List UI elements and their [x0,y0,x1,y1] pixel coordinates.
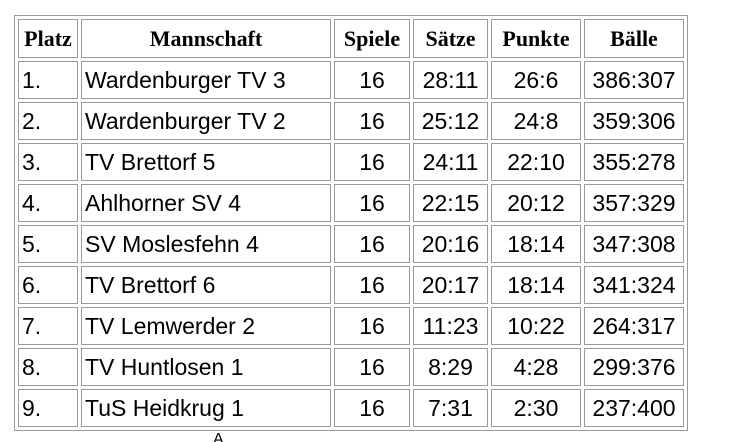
cell-team: TuS Heidkrug 1 [81,389,331,427]
table-row: 9. TuS Heidkrug 1 16 7:31 2:30 237:400 [18,389,684,427]
cell-punkte: 22:10 [491,143,581,181]
table-row: 6. TV Brettorf 6 16 20:17 18:14 341:324 [18,266,684,304]
cut-off-text: Ä [213,432,224,442]
table-row: 1. Wardenburger TV 3 16 28:11 26:6 386:3… [18,61,684,99]
header-spiele: Spiele [334,19,410,58]
cell-spiele: 16 [334,61,410,99]
cell-punkte: 18:14 [491,225,581,263]
cell-punkte: 2:30 [491,389,581,427]
cell-team: Wardenburger TV 3 [81,61,331,99]
cell-platz: 1. [18,61,78,99]
cell-baelle: 355:278 [584,143,684,181]
cell-saetze: 24:11 [413,143,488,181]
cell-platz: 3. [18,143,78,181]
header-row: Platz Mannschaft Spiele Sätze Punkte Bäl… [18,19,684,58]
cell-team: TV Lemwerder 2 [81,307,331,345]
header-saetze: Sätze [413,19,488,58]
cell-saetze: 11:23 [413,307,488,345]
cell-baelle: 299:376 [584,348,684,386]
cell-punkte: 18:14 [491,266,581,304]
cell-spiele: 16 [334,143,410,181]
cell-punkte: 10:22 [491,307,581,345]
cell-spiele: 16 [334,348,410,386]
table-row: 7. TV Lemwerder 2 16 11:23 10:22 264:317 [18,307,684,345]
table-row: 4. Ahlhorner SV 4 16 22:15 20:12 357:329 [18,184,684,222]
cell-platz: 9. [18,389,78,427]
cell-team: TV Huntlosen 1 [81,348,331,386]
cell-platz: 4. [18,184,78,222]
cell-baelle: 359:306 [584,102,684,140]
header-punkte: Punkte [491,19,581,58]
cell-punkte: 20:12 [491,184,581,222]
cell-spiele: 16 [334,225,410,263]
cell-punkte: 4:28 [491,348,581,386]
cell-platz: 2. [18,102,78,140]
header-mannschaft: Mannschaft [81,19,331,58]
header-baelle: Bälle [584,19,684,58]
cell-spiele: 16 [334,102,410,140]
cell-saetze: 22:15 [413,184,488,222]
cell-saetze: 20:17 [413,266,488,304]
cell-baelle: 237:400 [584,389,684,427]
cell-saetze: 20:16 [413,225,488,263]
table-row: 3. TV Brettorf 5 16 24:11 22:10 355:278 [18,143,684,181]
cell-baelle: 357:329 [584,184,684,222]
table-row: 5. SV Moslesfehn 4 16 20:16 18:14 347:30… [18,225,684,263]
cell-platz: 5. [18,225,78,263]
cell-saetze: 8:29 [413,348,488,386]
cell-saetze: 7:31 [413,389,488,427]
cell-spiele: 16 [334,266,410,304]
cell-spiele: 16 [334,307,410,345]
cell-baelle: 341:324 [584,266,684,304]
table-row: 8. TV Huntlosen 1 16 8:29 4:28 299:376 [18,348,684,386]
cell-platz: 6. [18,266,78,304]
cell-spiele: 16 [334,184,410,222]
cell-punkte: 24:8 [491,102,581,140]
cell-platz: 7. [18,307,78,345]
cell-team: TV Brettorf 5 [81,143,331,181]
standings-table: Platz Mannschaft Spiele Sätze Punkte Bäl… [14,15,688,431]
cell-team: Wardenburger TV 2 [81,102,331,140]
cell-saetze: 28:11 [413,61,488,99]
cell-team: Ahlhorner SV 4 [81,184,331,222]
cell-team: SV Moslesfehn 4 [81,225,331,263]
cell-saetze: 25:12 [413,102,488,140]
cell-baelle: 386:307 [584,61,684,99]
cell-platz: 8. [18,348,78,386]
cell-baelle: 347:308 [584,225,684,263]
cell-baelle: 264:317 [584,307,684,345]
header-platz: Platz [18,19,78,58]
table-row: 2. Wardenburger TV 2 16 25:12 24:8 359:3… [18,102,684,140]
cell-team: TV Brettorf 6 [81,266,331,304]
cell-punkte: 26:6 [491,61,581,99]
cell-spiele: 16 [334,389,410,427]
